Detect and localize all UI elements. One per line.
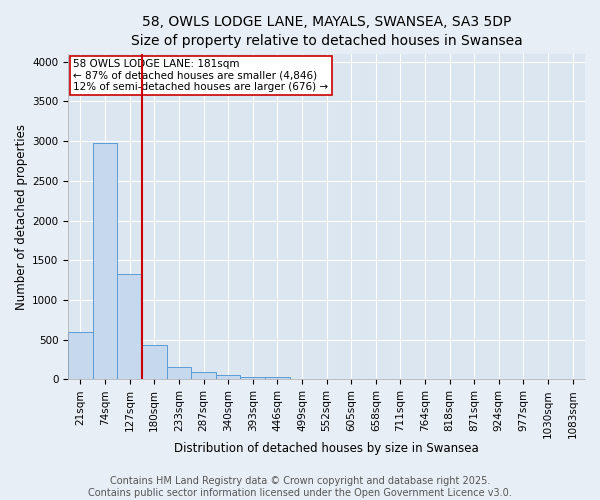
Bar [118,274,142,380]
Bar [216,375,241,380]
Bar [68,332,93,380]
Title: 58, OWLS LODGE LANE, MAYALS, SWANSEA, SA3 5DP
Size of property relative to detac: 58, OWLS LODGE LANE, MAYALS, SWANSEA, SA… [131,15,523,48]
Bar [265,377,290,380]
Text: 58 OWLS LODGE LANE: 181sqm
← 87% of detached houses are smaller (4,846)
12% of s: 58 OWLS LODGE LANE: 181sqm ← 87% of deta… [73,58,328,92]
Bar [290,378,314,380]
Bar [191,372,216,380]
Text: Contains HM Land Registry data © Crown copyright and database right 2025.
Contai: Contains HM Land Registry data © Crown c… [88,476,512,498]
Bar [241,376,265,380]
Bar [93,143,118,380]
Bar [167,367,191,380]
X-axis label: Distribution of detached houses by size in Swansea: Distribution of detached houses by size … [174,442,479,455]
Y-axis label: Number of detached properties: Number of detached properties [15,124,28,310]
Bar [142,346,167,380]
